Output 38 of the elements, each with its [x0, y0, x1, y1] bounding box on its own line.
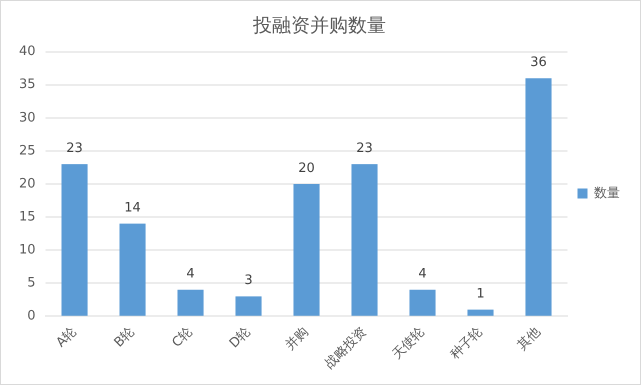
data-label: 36 — [530, 55, 547, 70]
x-tick-label: B轮 — [112, 324, 138, 350]
y-tick-label: 5 — [27, 276, 36, 291]
y-tick-label: 20 — [18, 176, 36, 192]
bar — [409, 290, 436, 316]
data-label: 4 — [418, 266, 427, 282]
bar — [235, 296, 262, 316]
x-tick-label: 其他 — [514, 324, 544, 354]
y-tick-label: 10 — [18, 242, 36, 258]
bar — [177, 290, 204, 316]
data-label: 14 — [124, 200, 141, 216]
x-tick-label: 种子轮 — [448, 324, 486, 363]
x-tick-label: C轮 — [170, 324, 196, 351]
data-label: 23 — [356, 141, 373, 156]
y-tick-label: 15 — [18, 209, 36, 224]
y-tick-label: 30 — [18, 110, 36, 126]
x-tick-label: 天使轮 — [390, 324, 428, 363]
bar — [61, 164, 88, 316]
legend-label: 数量 — [594, 186, 620, 201]
data-label: 4 — [186, 266, 195, 282]
x-tick-label: 战略投资 — [322, 324, 370, 372]
data-label: 23 — [66, 141, 83, 156]
x-tick-label: A轮 — [54, 324, 80, 350]
y-tick-label: 0 — [27, 308, 36, 324]
y-tick-label: 25 — [18, 143, 36, 158]
data-label: 1 — [476, 286, 485, 302]
y-tick-label: 40 — [18, 44, 36, 60]
bar — [351, 164, 378, 316]
bar — [119, 224, 146, 316]
bar — [293, 184, 320, 316]
x-tick-label: 并购 — [282, 324, 312, 354]
chart-title: 投融资并购数量 — [252, 14, 386, 36]
bar — [467, 310, 494, 316]
y-tick-label: 35 — [18, 77, 36, 92]
x-tick-label: D轮 — [226, 324, 254, 352]
bar — [525, 78, 552, 316]
data-label: 20 — [298, 160, 315, 176]
data-label: 3 — [244, 273, 253, 288]
